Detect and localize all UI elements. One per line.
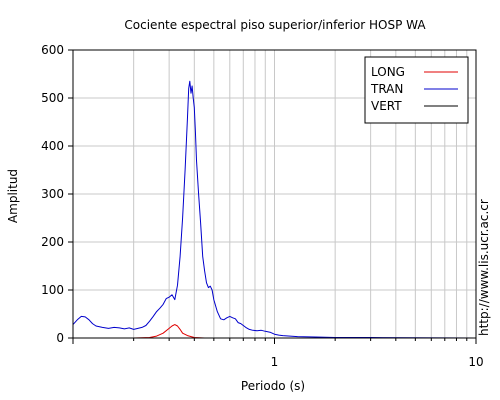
series-line-tran xyxy=(72,80,477,339)
x-tick-label: 1 xyxy=(271,355,279,369)
y-tick-label: 500 xyxy=(41,91,64,105)
x-axis: 1 10 xyxy=(72,338,484,369)
y-tick-label: 300 xyxy=(41,187,64,201)
x-tick-label: 10 xyxy=(468,355,483,369)
y-tick-label: 400 xyxy=(41,139,64,153)
y-axis: 0 100 200 300 400 500 600 xyxy=(41,43,73,345)
y-tick-label: 100 xyxy=(41,283,64,297)
legend-label-vert: VERT xyxy=(371,99,402,113)
x-axis-label: Periodo (s) xyxy=(241,379,305,393)
series-line-long xyxy=(73,324,476,339)
side-url: http://www.lis.ucr.ac.cr xyxy=(477,199,491,336)
chart-title: Cociente espectral piso superior/inferio… xyxy=(124,18,426,32)
y-axis-label: Amplitud xyxy=(6,169,20,223)
legend: LONG TRAN VERT xyxy=(364,56,469,124)
legend-label-tran: TRAN xyxy=(370,82,403,96)
y-tick-label: 0 xyxy=(56,331,64,345)
y-tick-label: 200 xyxy=(41,235,64,249)
legend-label-long: LONG xyxy=(371,65,405,79)
legend-box xyxy=(364,56,469,124)
y-tick-label: 600 xyxy=(41,43,64,57)
